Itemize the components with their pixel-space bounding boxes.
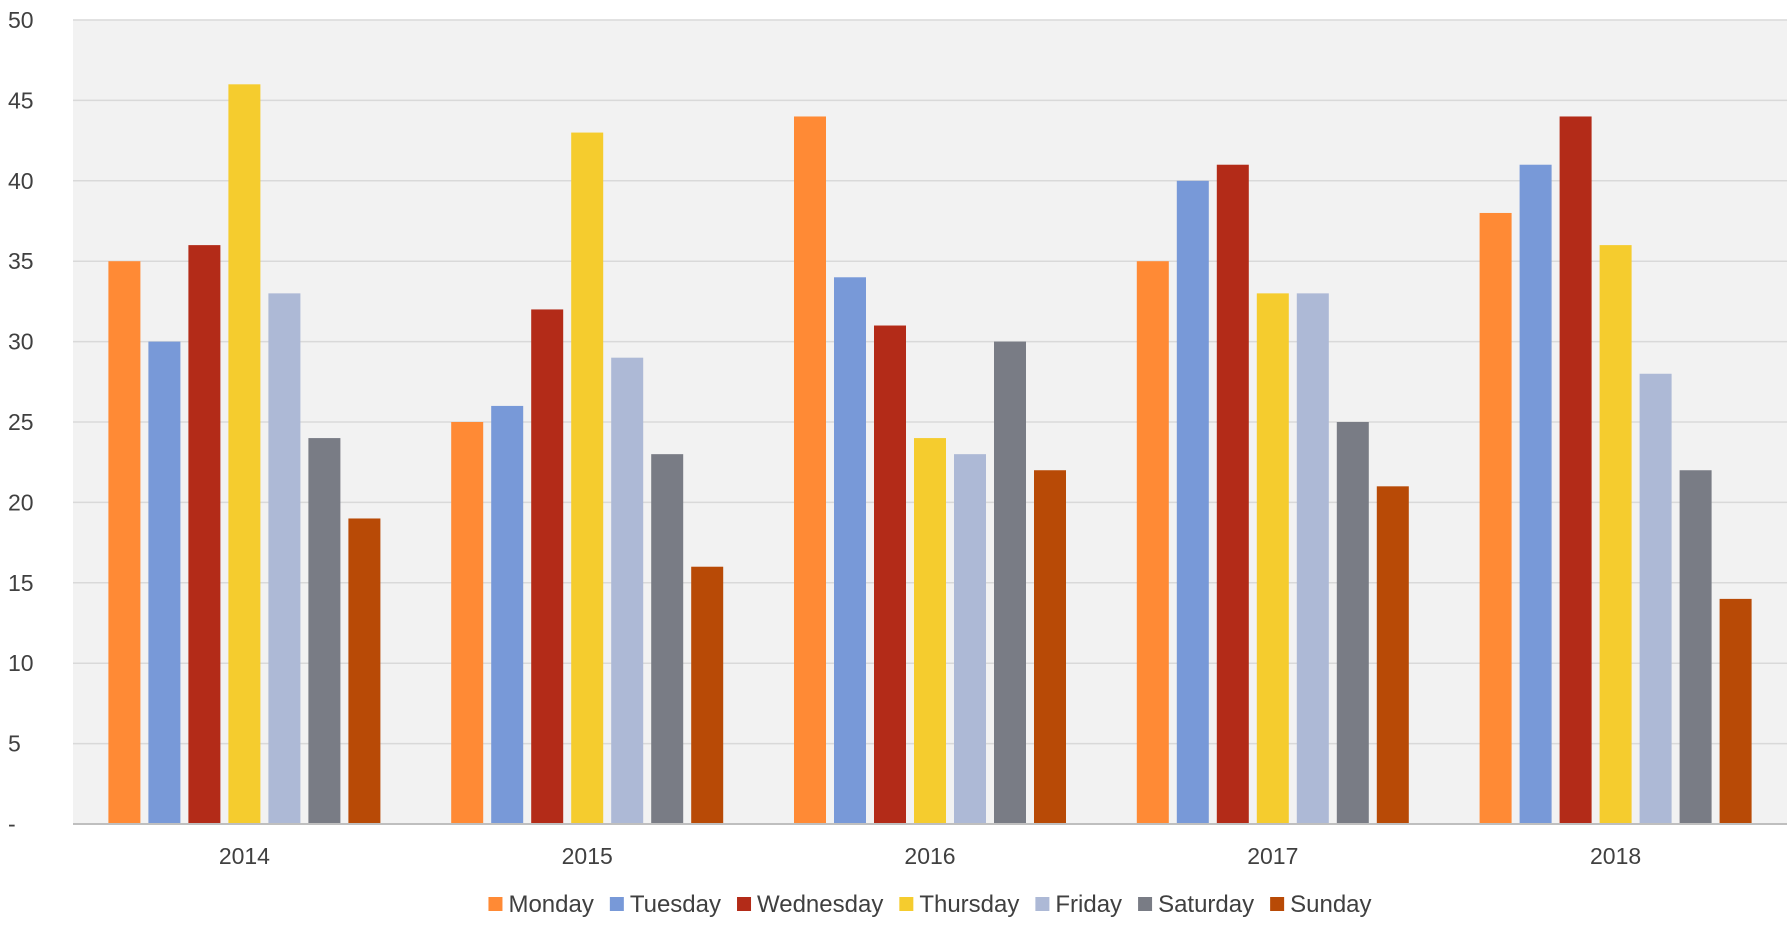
bars [108, 84, 1752, 825]
x-tick-label: 2018 [1590, 843, 1641, 869]
bar-sunday-2018 [1719, 598, 1752, 824]
legend-item-tuesday: Tuesday [609, 891, 721, 918]
legend: Monday Tuesday Wednesday Thursday Friday Satu… [488, 891, 1372, 918]
bar-friday-2015 [611, 357, 644, 824]
bar-friday-2016 [954, 454, 986, 824]
legend-label: Sunday [1290, 891, 1371, 918]
bar-tuesday-2014 [148, 341, 181, 824]
bar-saturday-2017 [1336, 422, 1369, 824]
y-tick-label: 25 [8, 409, 34, 435]
bar-sunday-2017 [1376, 486, 1409, 824]
bar-saturday-2018 [1679, 470, 1712, 824]
legend-label: Wednesday [757, 891, 883, 918]
legend-swatch [1035, 897, 1050, 911]
bar-sunday-2014 [348, 518, 381, 824]
bar-tuesday-2017 [1176, 180, 1209, 825]
bar-thursday-2016 [914, 438, 946, 824]
bar-thursday-2015 [571, 132, 604, 824]
y-tick-label: 35 [8, 248, 34, 274]
y-tick-label: 45 [8, 87, 34, 113]
legend-item-thursday: Thursday [899, 891, 1019, 918]
bar-tuesday-2018 [1519, 164, 1552, 825]
legend-swatch [899, 897, 914, 911]
axes: - 5 10 15 20 25 30 35 40 45 50 2014 2015 2016 2017 2018 [8, 7, 1787, 869]
bar-thursday-2018 [1599, 245, 1632, 824]
bar-friday-2017 [1296, 293, 1329, 824]
bar-wednesday-2015 [531, 309, 564, 824]
legend-swatch [488, 897, 503, 911]
y-tick-label: 10 [8, 650, 34, 676]
bar-thursday-2014 [228, 84, 261, 824]
y-tick-label: 5 [8, 731, 21, 757]
bar-saturday-2014 [308, 438, 341, 824]
x-tick-label: 2014 [219, 843, 270, 869]
bar-wednesday-2018 [1559, 116, 1592, 825]
legend-swatch [1138, 897, 1153, 911]
y-tick-label: - [8, 811, 16, 837]
y-tick-label: 50 [8, 7, 34, 33]
y-tick-label: 40 [8, 168, 34, 194]
bar-monday-2014 [108, 261, 141, 824]
y-tick-label: 15 [8, 570, 34, 596]
x-tick-label: 2017 [1247, 843, 1298, 869]
bar-monday-2015 [451, 422, 484, 824]
bar-monday-2017 [1136, 261, 1169, 824]
bar-wednesday-2014 [188, 245, 221, 824]
y-tick-label: 30 [8, 329, 34, 355]
legend-item-friday: Friday [1035, 891, 1122, 918]
bar-saturday-2015 [651, 454, 684, 824]
bar-wednesday-2017 [1216, 164, 1249, 825]
bar-thursday-2017 [1256, 293, 1289, 824]
legend-label: Tuesday [630, 891, 721, 918]
legend-swatch [1270, 897, 1285, 911]
bar-sunday-2016 [1034, 470, 1066, 824]
bar-friday-2014 [268, 293, 301, 824]
x-tick-label: 2015 [562, 843, 613, 869]
legend-swatch [609, 897, 624, 911]
bar-monday-2016 [794, 116, 826, 825]
legend-label: Thursday [919, 891, 1019, 918]
x-tick-label: 2016 [904, 843, 955, 869]
bar-monday-2018 [1479, 212, 1512, 824]
bar-sunday-2015 [691, 566, 724, 824]
legend-label: Friday [1055, 891, 1122, 918]
legend-item-wednesday: Wednesday [737, 891, 883, 918]
legend-label: Saturday [1158, 891, 1254, 918]
legend-item-monday: Monday [488, 891, 594, 918]
legend-item-sunday: Sunday [1270, 891, 1372, 918]
bar-friday-2018 [1639, 373, 1672, 824]
y-tick-label: 20 [8, 489, 34, 515]
legend-label: Monday [508, 891, 593, 918]
bar-saturday-2016 [994, 341, 1026, 824]
legend-swatch [737, 897, 752, 911]
legend-item-saturday: Saturday [1138, 891, 1254, 918]
bar-wednesday-2016 [874, 325, 906, 824]
bar-tuesday-2016 [834, 277, 866, 824]
bar-tuesday-2015 [491, 405, 524, 824]
